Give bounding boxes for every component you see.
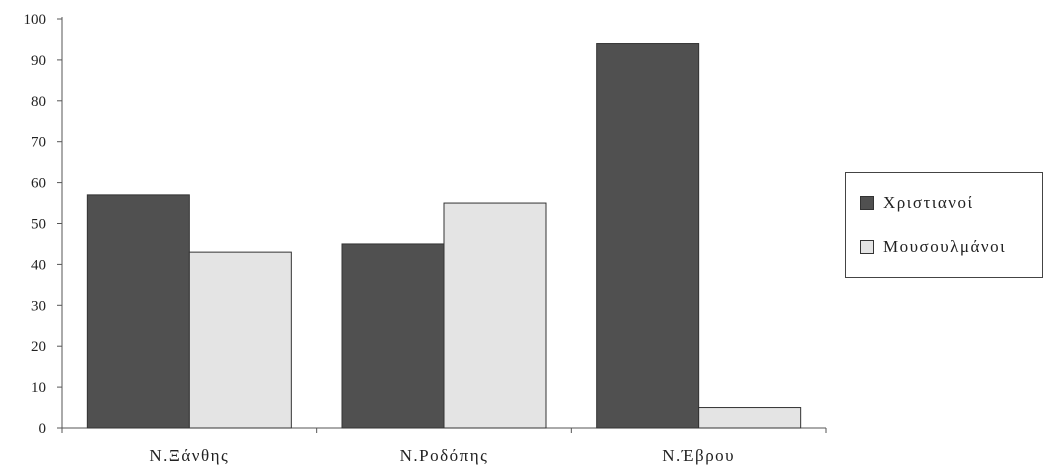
legend-label-muslims: Μουσουλμάνοι [883, 237, 1007, 256]
x-category-label-0: Ν.Ξάνθης [149, 446, 229, 465]
y-tick-label-60: 60 [31, 176, 46, 192]
legend-swatch-muslims [860, 240, 874, 254]
y-tick-label-50: 50 [31, 217, 46, 233]
legend-item-muslims: Μουσουλμάνοι [860, 237, 1006, 257]
y-tick-label-30: 30 [31, 298, 46, 314]
y-tick-label-100: 100 [24, 12, 47, 28]
bar-christians-1 [341, 243, 445, 429]
bar-christians-0 [86, 194, 190, 429]
legend: Χριστιανοί Μουσουλμάνοι [845, 172, 1043, 278]
y-tick-label-70: 70 [31, 135, 46, 151]
bar-muslims-1 [443, 202, 547, 429]
bar-muslims-2 [698, 407, 802, 429]
y-tick-label-40: 40 [31, 257, 46, 273]
y-tick-label-0: 0 [39, 421, 47, 437]
y-tick-label-80: 80 [31, 94, 46, 110]
y-tick-label-20: 20 [31, 339, 46, 355]
legend-swatch-christians [860, 196, 874, 210]
x-category-label-1: Ν.Ροδόπης [400, 446, 489, 465]
y-tick-label-10: 10 [31, 380, 46, 396]
bars [86, 43, 802, 429]
bar-muslims-0 [188, 251, 292, 429]
legend-label-christians: Χριστιανοί [883, 193, 974, 212]
x-category-label-2: Ν.Έβρου [662, 446, 735, 465]
bar-christians-2 [596, 43, 700, 429]
y-tick-label-90: 90 [31, 53, 46, 69]
legend-item-christians: Χριστιανοί [860, 193, 974, 213]
labels: 0 10 20 30 40 50 60 70 80 90 100 Ν.Ξάνθης Ν.Ροδόπης Ν… [24, 12, 735, 465]
